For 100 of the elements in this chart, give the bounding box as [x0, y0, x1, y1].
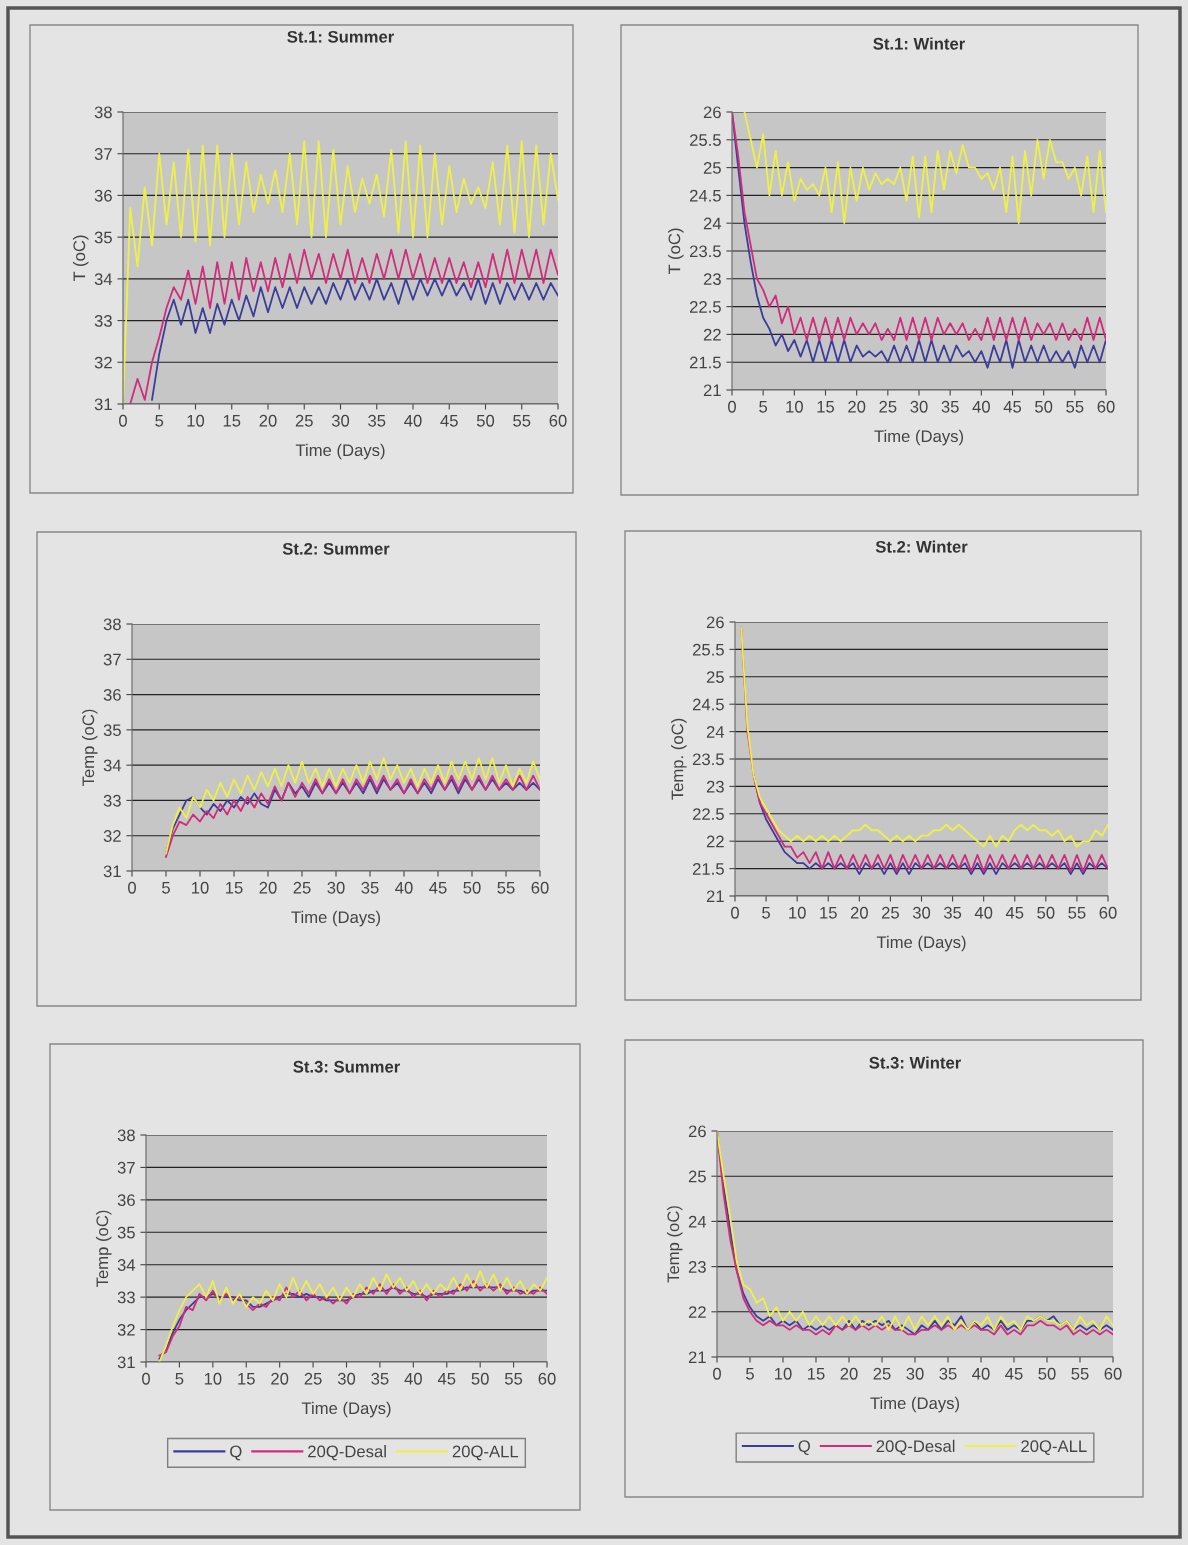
- x-tick-label: 30: [327, 881, 345, 894]
- y-tick-label: 21: [688, 1351, 706, 1364]
- x-tick-label: 40: [404, 414, 422, 427]
- x-tick-label: 35: [939, 1367, 957, 1380]
- y-tick-label: 34: [117, 1259, 136, 1271]
- y-tick-label: 25.5: [692, 643, 724, 656]
- x-tick-label: 35: [368, 414, 386, 427]
- y-tick-label: 25: [706, 671, 724, 683]
- x-tick-label: 60: [1097, 400, 1115, 413]
- y-tick-label: 25: [703, 162, 721, 174]
- x-tick-label: 40: [972, 1367, 990, 1380]
- y-tick-label: 26: [688, 1125, 706, 1138]
- legend-label: 20Q-ALL: [452, 1445, 519, 1461]
- y-tick-label: 35: [94, 231, 112, 244]
- x-tick-label: 60: [538, 1372, 556, 1385]
- x-tick-label: 60: [1099, 906, 1117, 919]
- y-tick-label: 22: [706, 835, 724, 848]
- x-tick-label: 0: [713, 1367, 721, 1380]
- x-tick-label: 20: [848, 400, 866, 413]
- x-tick-label: 40: [395, 881, 413, 894]
- x-tick-label: 35: [943, 906, 962, 919]
- x-tick-label: 30: [910, 400, 928, 413]
- y-tick-label: 36: [103, 688, 121, 701]
- y-axis-title: Temp (oC): [81, 709, 98, 787]
- x-tick-label: 45: [429, 882, 447, 894]
- y-tick-label: 24: [703, 217, 722, 230]
- y-tick-label: 23.5: [692, 753, 724, 766]
- x-tick-label: 60: [549, 414, 567, 427]
- x-tick-label: 25: [304, 1372, 322, 1385]
- x-tick-label: 60: [1104, 1367, 1122, 1380]
- y-tick-label: 31: [103, 865, 121, 878]
- x-tick-label: 15: [223, 415, 241, 427]
- y-tick-label: 21.5: [689, 356, 721, 369]
- x-tick-label: 30: [906, 1367, 924, 1380]
- y-tick-label: 34: [94, 273, 113, 286]
- x-tick-label: 50: [471, 1372, 489, 1385]
- y-tick-label: 25.5: [689, 134, 721, 146]
- y-tick-label: 23: [703, 273, 721, 285]
- y-tick-label: 26: [703, 106, 721, 119]
- x-tick-label: 15: [820, 907, 837, 919]
- y-axis-title: Temp. (oC): [671, 718, 687, 800]
- x-tick-label: 5: [162, 882, 170, 894]
- y-tick-label: 22.5: [689, 301, 721, 313]
- x-tick-label: 30: [331, 414, 350, 427]
- y-tick-label: 31: [94, 398, 112, 411]
- legend-label: 20Q-Desal: [308, 1445, 386, 1461]
- x-tick-label: 55: [504, 1373, 523, 1385]
- x-tick-label: 15: [238, 1373, 255, 1385]
- x-axis-title: Time (Days): [301, 1401, 391, 1418]
- y-tick-label: 38: [117, 1129, 135, 1142]
- y-axis-title: Temp (oC): [95, 1210, 112, 1288]
- y-tick-label: 37: [103, 653, 121, 666]
- y-tick-label: 25: [688, 1170, 706, 1183]
- x-tick-label: 25: [293, 881, 311, 894]
- x-tick-label: 50: [1038, 1367, 1056, 1380]
- x-tick-label: 45: [1003, 401, 1022, 413]
- x-tick-label: 20: [271, 1372, 289, 1385]
- y-axis-title: T (oC): [668, 228, 684, 275]
- x-tick-label: 20: [259, 414, 277, 427]
- y-tick-label: 37: [94, 148, 112, 160]
- x-tick-label: 10: [789, 906, 806, 919]
- y-tick-label: 35: [103, 724, 121, 737]
- x-tick-label: 50: [476, 414, 495, 427]
- x-tick-label: 55: [1068, 907, 1086, 919]
- x-tick-label: 45: [440, 415, 458, 427]
- x-tick-label: 15: [808, 1368, 825, 1380]
- y-tick-label: 24.5: [689, 189, 721, 202]
- x-tick-label: 40: [972, 400, 990, 413]
- y-tick-label: 21.5: [692, 863, 724, 875]
- line-series: [165, 757, 540, 855]
- x-tick-label: 60: [531, 881, 549, 894]
- x-tick-label: 55: [513, 415, 531, 427]
- y-tick-label: 23.5: [689, 245, 721, 258]
- x-tick-label: 5: [759, 401, 768, 413]
- y-tick-label: 24: [706, 726, 725, 738]
- chart-title: St.3: Summer: [293, 1060, 400, 1073]
- line-series: [743, 112, 1106, 225]
- x-tick-label: 25: [881, 906, 899, 919]
- y-tick-label: 33: [117, 1291, 135, 1304]
- legend-label: 20Q-ALL: [1021, 1440, 1087, 1456]
- x-tick-label: 45: [1005, 1368, 1023, 1380]
- y-tick-label: 23: [688, 1261, 706, 1273]
- x-tick-label: 0: [728, 400, 736, 413]
- x-tick-label: 40: [974, 906, 993, 919]
- legend-label: Q: [798, 1440, 810, 1456]
- x-tick-label: 5: [746, 1368, 754, 1380]
- y-tick-label: 21: [703, 384, 721, 397]
- x-axis-title: Time (Days): [874, 429, 964, 446]
- x-tick-label: 15: [817, 401, 835, 413]
- x-tick-label: 40: [404, 1372, 422, 1385]
- y-tick-label: 33: [103, 794, 121, 807]
- x-tick-label: 5: [762, 907, 771, 919]
- x-tick-label: 50: [1037, 906, 1055, 919]
- x-axis-title: Time (Days): [291, 910, 381, 927]
- y-tick-label: 24: [688, 1215, 707, 1228]
- chart-title: St.2: Winter: [875, 540, 968, 553]
- chart-title: St.2: Summer: [282, 542, 390, 555]
- y-tick-label: 21: [706, 890, 724, 903]
- x-tick-label: 10: [786, 400, 803, 413]
- x-tick-label: 5: [175, 1373, 184, 1385]
